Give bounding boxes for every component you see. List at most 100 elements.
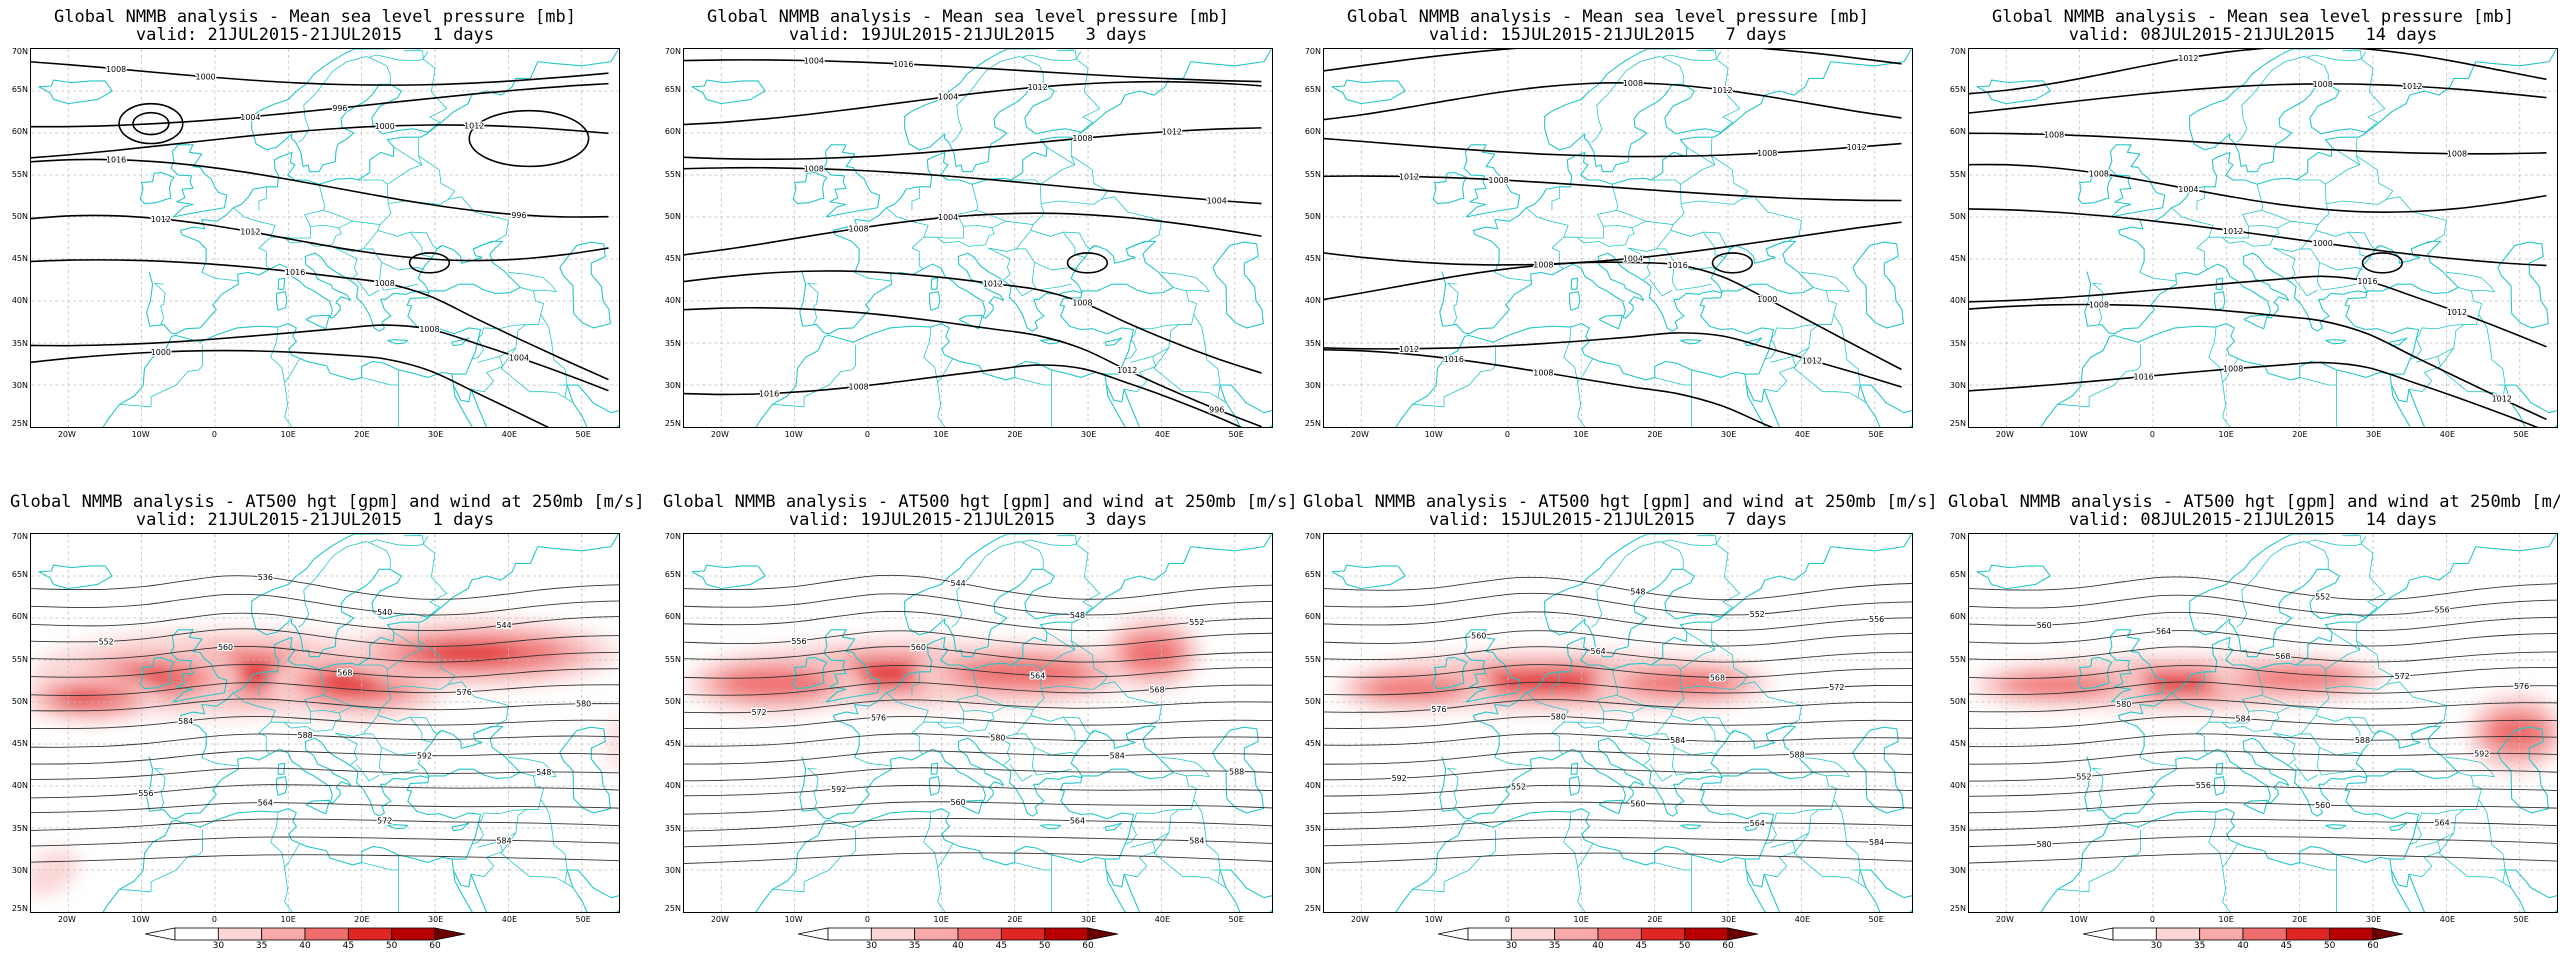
contour-label: 580	[990, 734, 1005, 743]
colorbar-tick-label: 30	[1505, 941, 1518, 951]
colorbar-tick-label: 40	[1592, 941, 1604, 951]
lat-tick-label: 30N	[1304, 865, 1321, 875]
contour-label: 1012	[2492, 395, 2512, 404]
contour-label: 540	[377, 608, 392, 617]
lat-tick-label: 60N	[1304, 127, 1321, 137]
country-borders	[1412, 535, 1867, 912]
panel-title: Global NMMB analysis - AT500 hgt [gpm] a…	[1303, 492, 1938, 512]
contour-label: 584	[1110, 751, 1125, 760]
lon-tick-label: 20W	[710, 430, 729, 439]
lat-tick-label: 65N	[1304, 570, 1321, 580]
colorbar-tick-label: 35	[1548, 941, 1561, 951]
contour-label: 1016	[1444, 355, 1464, 364]
lat-tick-label: 25N	[11, 419, 28, 428]
contour-label: 564	[1591, 647, 1606, 656]
country-borders	[2057, 50, 2512, 427]
contour-label: 1016	[759, 390, 779, 399]
colorbar-tick-label: 60	[429, 941, 441, 951]
lon-tick-label: 20W	[1350, 915, 1369, 924]
lon-tick-label: 40E	[1794, 915, 1810, 924]
lat-tick-label: 40N	[11, 781, 28, 791]
contour-labels: 1008 1004 1000 996 1012 1016 1008 1000 996 1012 10…	[105, 64, 531, 364]
contour-label: 1016	[1668, 261, 1688, 270]
colorbar-tick-label: 40	[299, 941, 311, 951]
mslp-map: 1008 1008 1012 1008 1016 1012 1016 1012 1012 1008…	[1323, 48, 1913, 428]
contour-label: 552	[1189, 618, 1204, 627]
lat-tick-label: 60N	[1304, 612, 1321, 622]
colorbar-tick-label: 30	[865, 941, 878, 951]
lat-tick-label: 60N	[664, 127, 681, 137]
lat-tick-label: 50N	[1949, 211, 1966, 221]
lat-tick-label: 60N	[664, 612, 681, 622]
lon-tick-label: 30E	[2366, 430, 2382, 439]
contour-label: 1008	[1072, 298, 1092, 307]
panel-title: Global NMMB analysis - AT500 hgt [gpm] a…	[1948, 492, 2560, 512]
lon-tick-label: 10W	[1424, 430, 1443, 439]
lon-tick-label: 50E	[1868, 915, 1884, 924]
lat-tick-label: 65N	[664, 570, 681, 580]
lat-tick-label: 40N	[1304, 296, 1321, 306]
wind-speed-shading	[684, 615, 1202, 716]
contour-label: 1008	[1757, 149, 1777, 158]
lon-tick-label: 40E	[501, 915, 517, 924]
isobars	[684, 59, 1262, 427]
lon-tick-label: 30E	[1081, 915, 1097, 924]
lat-tick-label: 50N	[1304, 211, 1321, 221]
country-borders	[119, 535, 574, 912]
wind-speed-shading	[1969, 654, 2557, 775]
contour-label: 564	[2156, 627, 2171, 636]
contour-labels: 1004 1004 1008 1004 1008 1012 1012 1016 1016 1012…	[758, 55, 1228, 415]
contour-label: 1016	[106, 156, 126, 165]
contour-label: 576	[1431, 705, 1446, 714]
lat-tick-label: 55N	[664, 169, 681, 179]
lat-tick-label: 55N	[664, 654, 681, 664]
contour-label: 1008	[804, 165, 824, 174]
contour-label: 560	[2037, 621, 2052, 630]
contour-label: 548	[1070, 611, 1085, 620]
lon-tick-label: 50E	[1228, 430, 1244, 439]
contour-label: 584	[2236, 715, 2251, 724]
lat-tick-label: 45N	[664, 739, 681, 749]
contour-label: 1004	[1207, 196, 1227, 205]
lon-tick-label: 40E	[2439, 915, 2455, 924]
lon-tick-label: 10W	[784, 430, 803, 439]
contour-label: 580	[1551, 713, 1566, 722]
lon-tick-label: 0	[864, 430, 870, 439]
contour-label: 576	[871, 713, 886, 722]
colorbar-tick-label: 40	[2237, 941, 2249, 951]
coastlines	[38, 49, 619, 427]
colorbar-tick-label: 60	[2367, 941, 2379, 951]
colorbar-tick-label: 50	[385, 941, 398, 951]
lon-tick-label: 10W	[131, 430, 150, 439]
map-area: 70N 65N 60N 55N 50N 45N 40N 35N 30N 25N 20W 10W 0 10E…	[1305, 48, 1913, 439]
isobars	[1324, 49, 1902, 427]
lon-tick-labels: 20W 10W 0 10E 20E 30E 40E 50E	[30, 428, 620, 440]
lat-tick-label: 65N	[1949, 570, 1966, 580]
lon-tick-label: 50E	[1868, 430, 1884, 439]
lat-tick-label: 25N	[1304, 904, 1321, 913]
contour-label: 544	[951, 579, 966, 588]
contour-label: 580	[2116, 700, 2131, 709]
contour-labels: 544 548 552 556 560 564 568 572 576 580 584 588 592 5…	[750, 578, 1245, 847]
map-area: 70N 65N 60N 55N 50N 45N 40N 35N 30N 25N 20W 10W 0 10E…	[665, 533, 1273, 924]
lon-tick-label: 0	[1504, 430, 1510, 439]
coastlines	[38, 534, 619, 912]
map-panel-8: Global NMMB analysis - AT500 hgt [gpm] a…	[1948, 492, 2560, 960]
contour-label: 564	[2434, 819, 2449, 828]
lat-tick-label: 30N	[664, 865, 681, 875]
hgt-wind-map: 552 556 560 564 568 572 576 580 584 588 592 552 556 5…	[1968, 533, 2558, 913]
lat-tick-label: 40N	[11, 296, 28, 306]
lat-tick-label: 30N	[1304, 380, 1321, 390]
contour-label: 564	[258, 799, 273, 808]
contour-label: 592	[831, 785, 846, 794]
lat-tick-label: 70N	[664, 47, 681, 56]
lon-tick-labels: 20W 10W 0 10E 20E 30E 40E 50E	[1968, 428, 2558, 440]
panel-valid-period: valid: 19JUL2015-21JUL2015 3 days	[788, 25, 1148, 45]
contour-label: 1008	[1533, 260, 1553, 269]
colorbar-swatches	[145, 927, 465, 941]
lon-tick-label: 50E	[2513, 430, 2529, 439]
contour-label: 1008	[849, 224, 869, 233]
contour-labels: 536 540 544 552 560 568 576 580 584 588 592 548 556 5…	[97, 572, 592, 847]
colorbar-swatches	[2083, 927, 2403, 941]
lon-tick-label: 20E	[1647, 915, 1663, 924]
